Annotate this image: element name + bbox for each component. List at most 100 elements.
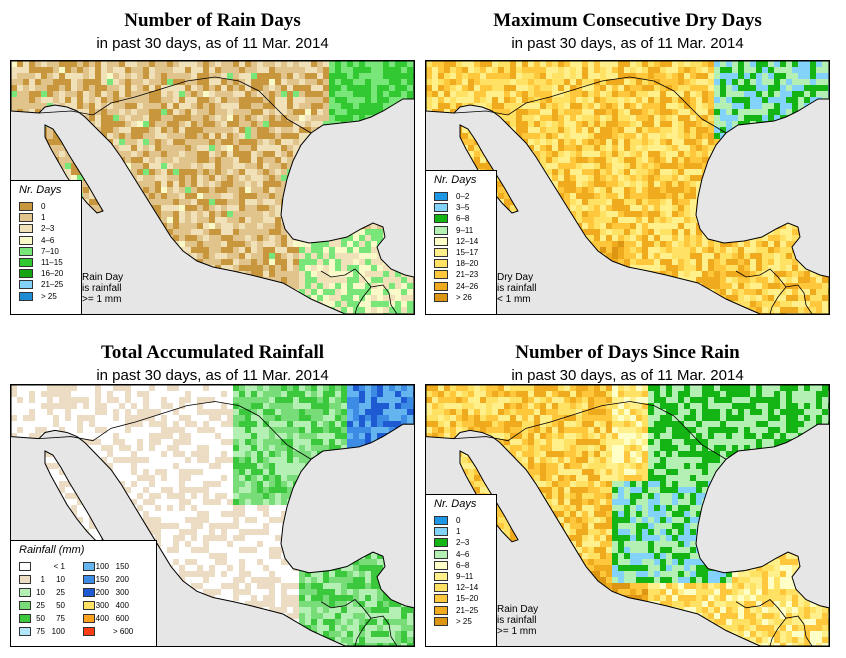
legend-swatch (434, 583, 448, 593)
legend-swatch (434, 248, 448, 257)
border-line (354, 286, 372, 314)
note-line: < 1 mm (497, 294, 531, 305)
legend-label: > 26 (456, 292, 472, 302)
legend-swatch (19, 601, 31, 610)
legend-range-high: 150 (115, 562, 129, 571)
legend-label: 1 (456, 527, 461, 537)
legend-item: 11–15 (19, 257, 77, 268)
legend-swatch (19, 627, 31, 636)
legend-swatch (19, 202, 33, 211)
legend-item: 2–3 (19, 223, 77, 234)
legend-label: 1 (41, 213, 46, 223)
legend-item: 21–23 (434, 269, 492, 280)
legend-label: 4–6 (41, 235, 55, 245)
legend-swatch (434, 516, 448, 525)
legend-label: 21–23 (456, 270, 479, 280)
legend-label: 0–2 (456, 192, 470, 201)
legend-swatch (83, 562, 95, 571)
legend-swatch (434, 572, 448, 581)
legend-swatch (19, 258, 33, 267)
note-line: Rain Day (497, 604, 539, 615)
panel-title: Number of Days Since Rain (515, 342, 740, 363)
legend-label: 9–11 (456, 225, 474, 235)
legend-swatch (19, 614, 31, 623)
legend-range-high: 300 (115, 588, 129, 597)
note-line: Dry Day (497, 272, 534, 283)
legend-item: 75 100 (19, 626, 83, 637)
legend-range-high: 50 (56, 601, 65, 610)
legend-item: 0 (19, 201, 77, 212)
legend-swatch (83, 614, 95, 623)
legend-title: Nr. Days (434, 498, 477, 510)
border-line (354, 617, 372, 646)
legend-item: 2–3 (434, 537, 492, 548)
map-dry-days[interactable] (425, 60, 830, 315)
legend-item: 16–20 (19, 268, 77, 279)
legend-label: 2–3 (456, 538, 470, 548)
legend-item: 9–11 (434, 225, 492, 236)
legend-swatch (83, 627, 95, 636)
legend-swatch (434, 560, 448, 570)
legend-item: 21–25 (19, 279, 77, 290)
legend-item: 300 400 (83, 600, 147, 611)
note-line: >= 1 mm (82, 294, 122, 305)
legend-swatch (19, 246, 33, 256)
legend-label: 7–10 (41, 246, 59, 256)
legend-range-low: 300 (95, 601, 109, 610)
legend-item: 10 25 (19, 587, 83, 598)
legend-swatch (434, 192, 448, 201)
panel-title: Maximum Consecutive Dry Days (493, 10, 762, 31)
legend-label: 21–25 (41, 280, 64, 290)
legend-item: 1 (434, 526, 492, 537)
legend-range-low: 400 (95, 614, 109, 623)
legend-item: 0–2 (434, 191, 492, 202)
legend-swatch (19, 213, 33, 223)
legend-swatch (83, 588, 95, 597)
legend-range-high: 400 (115, 601, 129, 610)
panel-subtitle: in past 30 days, as of 11 Mar. 2014 (511, 367, 744, 384)
legend-range-high: 75 (56, 614, 65, 623)
legend-swatch (83, 575, 95, 584)
legend-label: 4–6 (456, 549, 470, 559)
coastline (11, 61, 414, 314)
legend-item: 18–20 (434, 258, 492, 269)
legend-item: > 600 (83, 626, 147, 637)
legend-swatch (19, 224, 33, 234)
legend-swatch (434, 549, 448, 559)
legend-title: Rainfall (mm) (19, 544, 85, 556)
legend-swatch (434, 236, 448, 246)
legend-accum-rain: Rainfall (mm) < 1 1 10 10 25 25 50 50 75 75 100 100… (10, 540, 157, 647)
rain-day-note: Rain Day is rainfall >= 1 mm (82, 272, 142, 312)
legend-swatch (19, 291, 33, 301)
legend-swatch (19, 588, 31, 597)
border-line (320, 268, 398, 314)
dry-day-note: Dry Day is rainfall < 1 mm (497, 272, 557, 312)
legend-item: 24–26 (434, 281, 492, 292)
legend-item: 15–17 (434, 247, 492, 258)
legend-title: Nr. Days (19, 184, 62, 196)
panel-subtitle: in past 30 days, as of 11 Mar. 2014 (96, 35, 329, 52)
border-line (38, 76, 312, 134)
panel-dry-days: Maximum Consecutive Dry Days in past 30 … (425, 10, 830, 315)
legend-label: 24–26 (456, 281, 479, 291)
legend-swatch (434, 270, 448, 280)
legend-rain-days: Nr. Days 0 1 2–3 4–6 7–10 11–15 16–20 21–25 > 25 (10, 180, 82, 315)
legend-range-high: > 600 (113, 627, 134, 636)
note-line: Rain Day (82, 272, 124, 283)
legend-swatch (19, 280, 33, 290)
legend-swatch (434, 616, 448, 626)
legend-range-low: 200 (95, 588, 109, 597)
coastline (426, 385, 829, 646)
legend-label: 12–14 (456, 236, 479, 246)
legend-item: 4–6 (19, 235, 77, 246)
legend-label: 12–14 (456, 583, 479, 593)
legend-swatch (434, 259, 448, 269)
legend-item: < 1 (19, 561, 83, 572)
note-line: is rainfall (82, 283, 122, 294)
legend-swatch (19, 575, 31, 584)
legend-item: 150 200 (83, 574, 147, 585)
rain-day-note: Rain Day is rainfall >= 1 mm (497, 604, 557, 644)
legend-item: > 26 (434, 292, 492, 303)
note-line: is rainfall (497, 283, 537, 294)
legend-range-high: 600 (115, 614, 129, 623)
